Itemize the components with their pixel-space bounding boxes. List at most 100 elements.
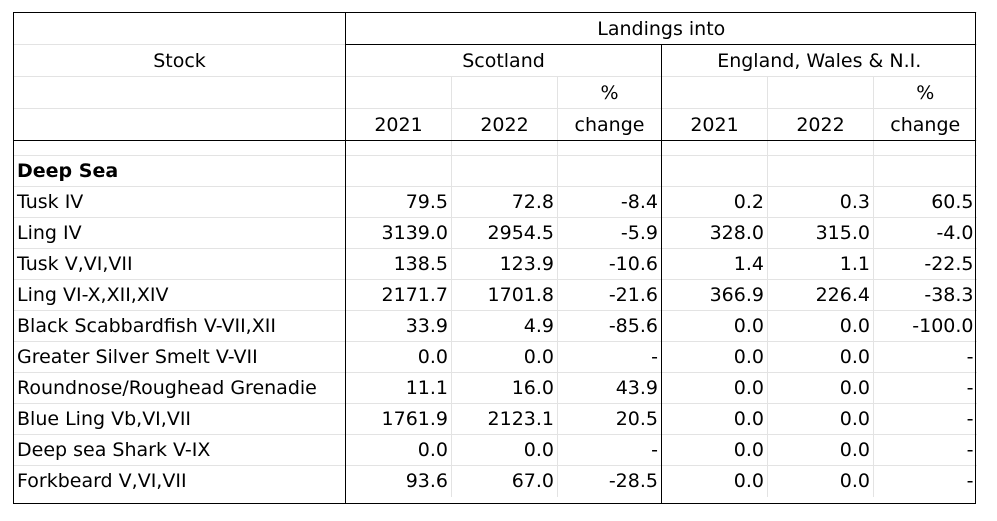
value-cell-e21: 0.0 <box>661 403 768 435</box>
stock-name-cell: Tusk V,VI,VII <box>13 248 346 280</box>
value-cell-s21: 11.1 <box>345 372 452 404</box>
value-cell-s22: 16.0 <box>451 372 558 404</box>
landings-table: Landings into Stock Scotland England, Wa… <box>13 12 977 497</box>
value-cell-ech: - <box>872 403 977 435</box>
stock-name-cell: Roundnose/Roughead Grenadie <box>13 372 346 404</box>
blank-cell <box>557 155 662 187</box>
value-cell-ech: -38.3 <box>872 279 977 311</box>
blank-cell <box>451 76 558 109</box>
value-cell-e21: 0.0 <box>661 465 768 497</box>
value-cell-sch: 20.5 <box>557 403 662 435</box>
blank-cell <box>345 155 452 187</box>
value-cell-ech: -100.0 <box>872 310 977 342</box>
value-cell-ech: -22.5 <box>872 248 977 280</box>
value-cell-s21: 1761.9 <box>345 403 452 435</box>
spacer-cell <box>557 140 662 156</box>
value-cell-ech: - <box>872 341 977 373</box>
value-cell-s22: 0.0 <box>451 434 558 466</box>
table-row: Blue Ling Vb,VI,VII 1761.9 2123.1 20.5 0.0 0.… <box>13 403 977 435</box>
stock-header-blank <box>13 12 346 45</box>
landings-table-container: Landings into Stock Scotland England, Wa… <box>13 12 977 506</box>
table-row: Tusk IV 79.5 72.8 -8.4 0.2 0.3 60.5 <box>13 186 977 218</box>
spacer-cell <box>13 140 346 156</box>
value-cell-e21: 0.0 <box>661 434 768 466</box>
value-cell-s21: 2171.7 <box>345 279 452 311</box>
scotland-year2-header: 2022 <box>451 108 558 141</box>
ewni-year2-header: 2022 <box>767 108 874 141</box>
value-cell-s22: 67.0 <box>451 465 558 497</box>
value-cell-e21: 0.0 <box>661 372 768 404</box>
value-cell-s22: 4.9 <box>451 310 558 342</box>
value-cell-sch: 43.9 <box>557 372 662 404</box>
table-row: Ling IV 3139.0 2954.5 -5.9 328.0 315.0 -4.0 <box>13 217 977 249</box>
value-cell-s21: 33.9 <box>345 310 452 342</box>
value-cell-e22: 0.0 <box>767 403 874 435</box>
value-cell-e22: 315.0 <box>767 217 874 249</box>
table-row: Tusk V,VI,VII 138.5 123.9 -10.6 1.4 1.1 -22.5 <box>13 248 977 280</box>
value-cell-sch: -85.6 <box>557 310 662 342</box>
value-cell-sch: -21.6 <box>557 279 662 311</box>
value-cell-s22: 2954.5 <box>451 217 558 249</box>
value-cell-ech: - <box>872 372 977 404</box>
table-row: Deep sea Shark V-IX 0.0 0.0-0.0 0.0- <box>13 434 977 466</box>
stock-header: Stock <box>13 44 346 77</box>
section-label: Deep Sea <box>13 155 346 187</box>
value-cell-s22: 72.8 <box>451 186 558 218</box>
landings-into-header: Landings into <box>344 12 977 45</box>
table-row: Ling VI-X,XII,XIV 2171.7 1701.8 -21.6 366.9 2… <box>13 279 977 311</box>
value-cell-e21: 366.9 <box>661 279 768 311</box>
value-cell-e22: 0.0 <box>767 465 874 497</box>
value-cell-e21: 1.4 <box>661 248 768 280</box>
blank-cell <box>345 76 452 109</box>
value-cell-s21: 79.5 <box>345 186 452 218</box>
stock-name-cell: Greater Silver Smelt V-VII <box>13 341 346 373</box>
value-cell-s21: 93.6 <box>345 465 452 497</box>
scotland-header: Scotland <box>345 44 662 77</box>
value-cell-sch: -8.4 <box>557 186 662 218</box>
value-cell-s22: 1701.8 <box>451 279 558 311</box>
value-cell-e22: 0.3 <box>767 186 874 218</box>
ewni-change-header: change <box>872 108 977 141</box>
table-row: Forkbeard V,VI,VII 93.6 67.0 -28.5 0.0 0.0- <box>13 465 977 497</box>
stock-name-cell: Tusk IV <box>13 186 346 218</box>
table-row: Roundnose/Roughead Grenadie 11.1 16.0 43.9 0… <box>13 372 977 404</box>
stock-name-cell: Black Scabbardfish V-VII,XII <box>13 310 346 342</box>
value-cell-ech: - <box>872 434 977 466</box>
ewni-year1-header: 2021 <box>661 108 768 141</box>
table-row: Greater Silver Smelt V-VII 0.0 0.0-0.0 0.0- <box>13 341 977 373</box>
ewni-header: England, Wales & N.I. <box>660 44 977 77</box>
value-cell-s21: 138.5 <box>345 248 452 280</box>
value-cell-ech: -4.0 <box>872 217 977 249</box>
value-cell-s21: 3139.0 <box>345 217 452 249</box>
blank-cell <box>661 76 768 109</box>
blank-cell <box>767 76 874 109</box>
value-cell-e22: 0.0 <box>767 434 874 466</box>
stock-name-cell: Blue Ling Vb,VI,VII <box>13 403 346 435</box>
spacer-cell <box>451 140 558 156</box>
stock-name-cell: Ling VI-X,XII,XIV <box>13 279 346 311</box>
value-cell-sch: - <box>557 434 662 466</box>
value-cell-s22: 2123.1 <box>451 403 558 435</box>
stock-name-cell: Forkbeard V,VI,VII <box>13 465 346 497</box>
value-cell-ech: 60.5 <box>872 186 977 218</box>
value-cell-e22: 0.0 <box>767 372 874 404</box>
spacer-cell <box>872 140 977 156</box>
spacer-cell <box>345 140 452 156</box>
scotland-change-header: change <box>557 108 662 141</box>
blank-cell <box>767 155 874 187</box>
value-cell-s22: 123.9 <box>451 248 558 280</box>
value-cell-sch: -5.9 <box>557 217 662 249</box>
value-cell-e21: 328.0 <box>661 217 768 249</box>
value-cell-e22: 0.0 <box>767 341 874 373</box>
blank-cell <box>661 155 768 187</box>
stock-name-cell: Ling IV <box>13 217 346 249</box>
value-cell-ech: - <box>872 465 977 497</box>
value-cell-e22: 226.4 <box>767 279 874 311</box>
value-cell-e21: 0.0 <box>661 310 768 342</box>
value-cell-s22: 0.0 <box>451 341 558 373</box>
blank-cell <box>451 155 558 187</box>
value-cell-sch: -28.5 <box>557 465 662 497</box>
value-cell-sch: -10.6 <box>557 248 662 280</box>
value-cell-sch: - <box>557 341 662 373</box>
ewni-pct-header: % <box>872 76 977 109</box>
